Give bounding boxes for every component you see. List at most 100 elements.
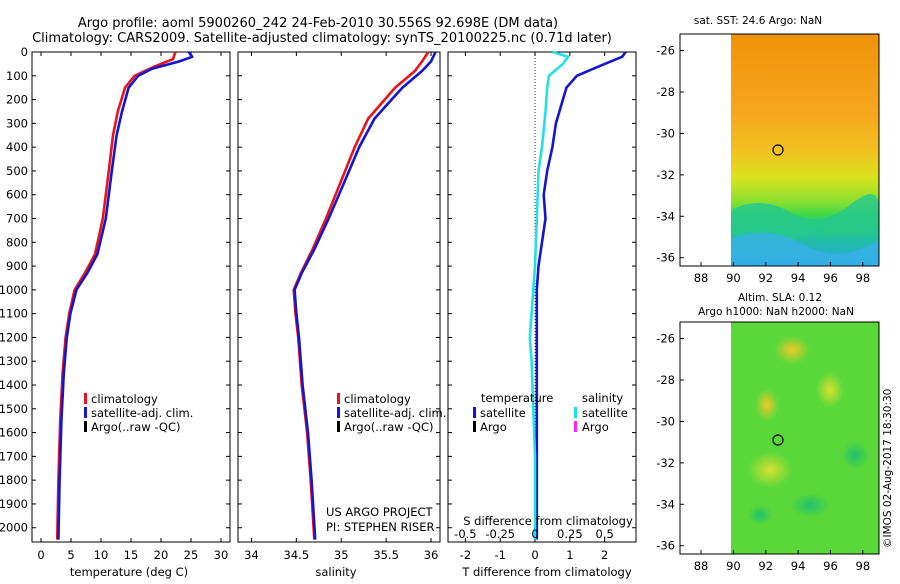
top-tick-label: 0.25 <box>557 527 583 541</box>
series-line-sat <box>293 51 437 540</box>
map-y-tick-label: -36 <box>656 539 675 553</box>
x-tick-label: 30 <box>214 548 229 562</box>
legend-label-s-argo: Argo <box>582 420 609 434</box>
difference-xlabel-top: S difference from climatology <box>463 514 633 528</box>
top-tick-label: -0.25 <box>485 527 515 541</box>
map-x-tick-label: 98 <box>856 559 871 573</box>
title-line1: Argo profile: aoml 5900260_242 24-Feb-20… <box>78 16 558 31</box>
difference-legend: temperature salinity satellite Argo sate… <box>473 391 628 434</box>
map-x-tick-label: 88 <box>694 559 709 573</box>
legend-label-satellite: satellite-adj. clim. <box>344 406 446 420</box>
map-y-tick-label: -28 <box>656 373 675 387</box>
sst-map-frame <box>679 33 880 267</box>
sst-map-ticks: 88 90 92 94 96 98 -26 -28 -30 -32 -34 -36 <box>656 44 870 285</box>
x-tick-label: 25 <box>184 548 199 562</box>
sla-map <box>679 321 880 555</box>
x-tick-label: 35 <box>334 548 349 562</box>
x-tick-label: 2 <box>601 548 608 562</box>
imos-watermark: ©IMOS 02-Aug-2017 18:30:30 <box>882 389 894 548</box>
x-tick-label: 20 <box>154 548 169 562</box>
temperature-axes <box>31 51 231 543</box>
depth-tick-label: 1400 <box>0 378 28 392</box>
depth-tick-label: 1900 <box>0 497 28 511</box>
map-x-tick-label: 90 <box>726 559 741 573</box>
salinity-diff-tick-labels: -0.5 -0.25 0 0.25 0.5 <box>454 527 614 541</box>
salinity-legend: climatology satellite-adj. clim. Argo(..… <box>326 392 446 534</box>
sla-low-anomaly <box>841 441 869 469</box>
top-tick-label: -0.5 <box>454 527 476 541</box>
difference-plot: -2 -1 0 1 2 <box>448 50 636 562</box>
title-line2: Climatology: CARS2009. Satellite-adjuste… <box>32 31 612 46</box>
legend-label-climatology: climatology <box>344 392 411 406</box>
depth-tick-label: 2000 <box>0 521 28 535</box>
project-label: US ARGO PROJECT <box>326 505 434 519</box>
x-tick-label: -1 <box>494 548 505 562</box>
legend-swatch-argo <box>84 421 87 432</box>
map-y-tick-label: -34 <box>656 209 675 223</box>
temperature-legend: climatology satellite-adj. clim. Argo(..… <box>84 392 193 434</box>
legend-swatch-s-satellite <box>574 407 577 418</box>
salinity-plot: 34 34.5 35 35.5 36 <box>238 51 440 562</box>
series-line-sat_s <box>528 50 570 540</box>
legend-label-argo: Argo(..raw -QC) <box>91 420 181 434</box>
sst-map-title: sat. SST: 24.6 Argo: NaN <box>694 15 822 27</box>
sla-low-anomaly <box>748 505 772 525</box>
x-tick-label: 1 <box>566 548 573 562</box>
map-y-tick-label: -34 <box>656 497 675 511</box>
map-x-tick-label: 94 <box>791 559 806 573</box>
depth-tick-label: 700 <box>6 212 28 226</box>
legend-label-t-satellite: satellite <box>480 406 526 420</box>
top-tick-label: 0 <box>531 527 538 541</box>
legend-swatch-s-argo <box>574 421 577 432</box>
x-tick-label: 34.5 <box>284 548 310 562</box>
depth-tick-label: 100 <box>6 69 28 83</box>
legend-swatch-argo <box>337 421 340 432</box>
pi-label: PI: STEPHEN RISER <box>326 520 435 534</box>
x-tick-label: 15 <box>124 548 139 562</box>
legend-label-s-satellite: satellite <box>582 406 628 420</box>
top-tick-label: 0.5 <box>596 527 614 541</box>
map-y-tick-label: -26 <box>656 332 675 346</box>
legend-swatch-t-argo <box>473 421 476 432</box>
depth-tick-label: 1500 <box>0 402 28 416</box>
sst-profile-marker <box>772 144 784 156</box>
legend-label-satellite: satellite-adj. clim. <box>91 406 193 420</box>
salinity-axes <box>237 51 441 543</box>
sla-map-frame <box>679 321 880 555</box>
legend-label-climatology: climatology <box>91 392 158 406</box>
depth-tick-label: 600 <box>6 188 28 202</box>
series-line-sat <box>57 51 194 540</box>
sla-map-title-2: Argo h1000: NaN h2000: NaN <box>698 306 854 318</box>
depth-tick-label: 1000 <box>0 283 28 297</box>
sst-cool-band <box>731 194 880 246</box>
legend-swatch-climatology <box>337 393 340 404</box>
salinity-xlabel: salinity <box>315 565 356 579</box>
temperature-xlabel: temperature (deg C) <box>70 565 188 579</box>
legend-label-argo: Argo(..raw -QC) <box>344 420 434 434</box>
sst-cold-region <box>731 232 879 266</box>
map-x-tick-label: 88 <box>694 271 709 285</box>
sla-high-anomaly <box>774 336 810 364</box>
x-tick-label: 5 <box>67 548 74 562</box>
difference-axes <box>447 51 637 543</box>
depth-tick-label: 1300 <box>0 354 28 368</box>
sla-map-ticks: 88 90 92 94 96 98 -26 -28 -30 -32 -34 -36 <box>656 332 870 573</box>
legend-swatch-t-satellite <box>473 407 476 418</box>
sla-high-anomaly <box>755 389 779 421</box>
map-y-tick-label: -32 <box>656 168 675 182</box>
map-x-tick-label: 92 <box>758 559 773 573</box>
x-tick-label: 34 <box>244 548 259 562</box>
map-x-tick-label: 92 <box>758 271 773 285</box>
series-line-clim <box>292 51 430 540</box>
legend-label-t-argo: Argo <box>480 420 507 434</box>
x-tick-label: 36 <box>424 548 439 562</box>
depth-tick-label: 1100 <box>0 307 28 321</box>
sst-map <box>679 33 880 267</box>
map-y-tick-label: -36 <box>656 251 675 265</box>
temperature-depth-ticks: 0 100 200 300 400 500 600 700 800 900 1000 1100 1200… <box>0 45 28 535</box>
sla-map-title-1: Altim. SLA: 0.12 <box>738 292 822 304</box>
depth-tick-label: 0 <box>21 45 28 59</box>
legend-swatch-satellite <box>337 407 340 418</box>
depth-tick-label: 1800 <box>0 473 28 487</box>
depth-tick-label: 400 <box>6 140 28 154</box>
